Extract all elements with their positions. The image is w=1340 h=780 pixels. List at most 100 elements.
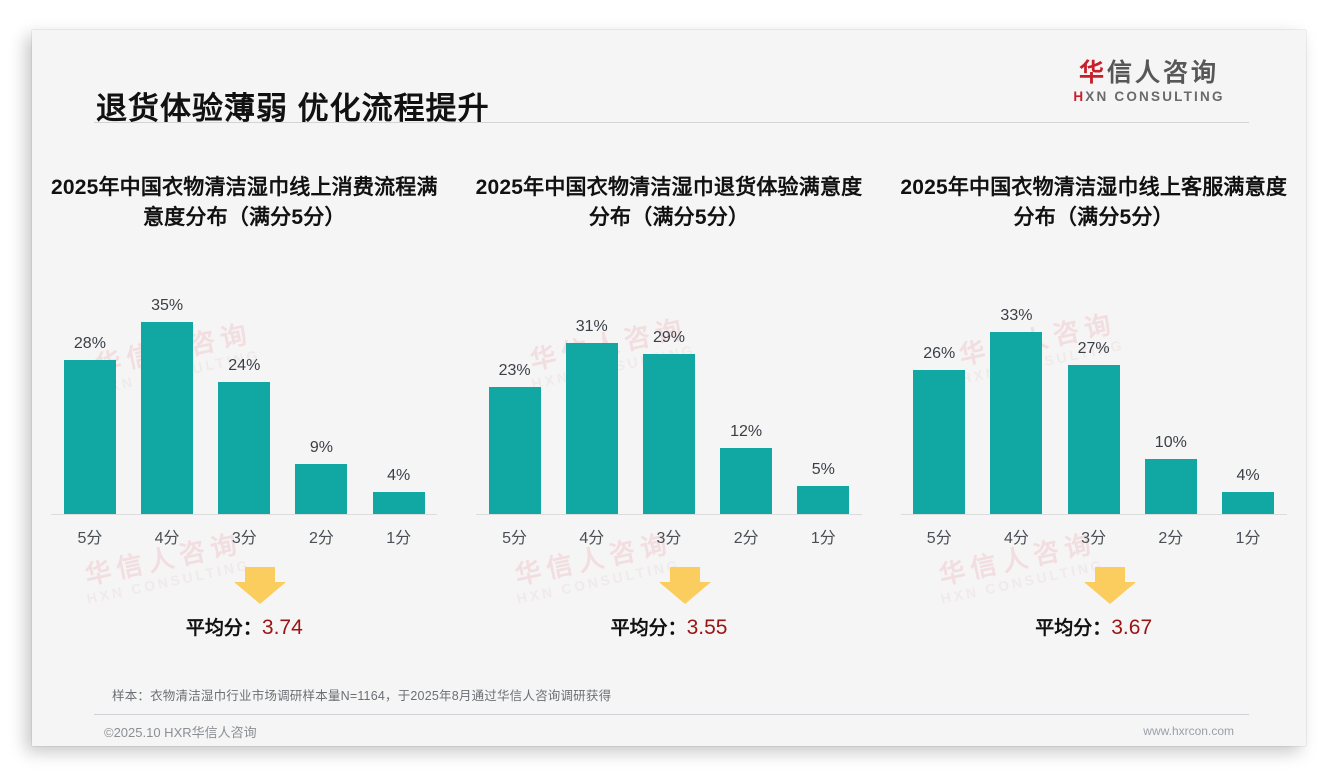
average-label: 平均分： xyxy=(185,618,262,639)
average-score-2: 平均分：3.55 xyxy=(457,613,882,640)
bar[interactable] xyxy=(642,354,695,514)
x-axis-labels: 5分 4分 3分 2分 1分 xyxy=(51,524,437,548)
average-score-3: 平均分：3.67 xyxy=(881,613,1306,640)
axis-tick-label: 5分 xyxy=(502,530,528,547)
plot-area: 28% 35% 24% 9% xyxy=(51,285,438,515)
page-title: 退货体验薄弱 优化流程提升 xyxy=(96,91,490,126)
bar[interactable] xyxy=(1144,459,1197,514)
logo-chinese-text: 华信人咨询 xyxy=(1054,60,1244,87)
logo-chars-rest: 信人咨询 xyxy=(1107,59,1220,87)
average-block-1: 平均分：3.74 xyxy=(32,565,457,655)
bar-group: 28% xyxy=(53,285,126,514)
bar-value-label: 4% xyxy=(1236,467,1260,484)
bar-group: 4% xyxy=(1211,285,1284,514)
axis-tick-label: 2分 xyxy=(733,530,759,547)
bar-group: 12% xyxy=(709,285,782,514)
bar-value-label: 23% xyxy=(498,362,531,379)
bar-value-label: 9% xyxy=(309,439,334,456)
bar-group: 4% xyxy=(362,285,435,514)
axis-tick-label: 2分 xyxy=(1158,530,1184,547)
company-logo: 华信人咨询 HXN CONSULTING xyxy=(1054,60,1244,105)
bar[interactable] xyxy=(372,492,425,514)
bar-value-label: 4% xyxy=(387,467,411,484)
plot-area: 26% 33% 27% 10% xyxy=(900,285,1287,515)
bar[interactable] xyxy=(797,486,850,514)
axis-tick-label: 1分 xyxy=(1235,530,1261,547)
chart-panel-1: 2025年中国衣物清洁湿巾线上消费流程满意度分布（满分5分） 华信人咨询 HXN… xyxy=(32,135,457,655)
bar[interactable] xyxy=(141,322,194,514)
bar-chart-1: 28% 35% 24% 9% xyxy=(51,285,438,565)
source-footnote: 样本：衣物清洁湿巾行业市场调研样本量N=1164，于2025年8月通过华信人咨询… xyxy=(112,689,612,703)
bar-group: 9% xyxy=(285,285,358,514)
copyright-text: ©2025.10 HXR华信人咨询 xyxy=(104,725,257,740)
bar-group: 27% xyxy=(1057,285,1130,514)
bar-group: 29% xyxy=(632,285,705,514)
bar-value-label: 26% xyxy=(923,345,956,362)
axis-tick-label: 3分 xyxy=(656,530,682,547)
bar[interactable] xyxy=(1222,492,1274,514)
bar[interactable] xyxy=(990,332,1043,514)
x-axis-labels: 5分 4分 3分 2分 1分 xyxy=(476,524,862,548)
plot-area: 23% 31% 29% 12% xyxy=(476,285,862,515)
bar-value-label: 24% xyxy=(228,357,261,374)
axis-tick-label: 3分 xyxy=(1081,530,1107,547)
arrow-head xyxy=(234,582,287,604)
bar-group: 31% xyxy=(555,285,628,514)
average-score-1: 平均分：3.74 xyxy=(32,613,457,640)
bar[interactable] xyxy=(218,382,271,514)
average-block-2: 平均分：3.55 xyxy=(457,565,882,655)
bar-group: 33% xyxy=(980,285,1053,514)
bar-value-label: 35% xyxy=(151,297,184,314)
chart-title-2: 2025年中国衣物清洁湿巾退货体验满意度分布（满分5分） xyxy=(475,176,863,230)
bar-value-label: 31% xyxy=(575,318,608,335)
logo-en-h: H xyxy=(1073,89,1086,104)
axis-tick-label: 1分 xyxy=(386,530,412,547)
bar-group: 10% xyxy=(1134,285,1207,514)
bar[interactable] xyxy=(488,387,541,514)
website-url: www.hxrcon.com xyxy=(1143,724,1234,738)
average-label: 平均分： xyxy=(610,618,687,639)
bar-group: 5% xyxy=(787,285,860,514)
axis-tick-label: 2分 xyxy=(309,530,334,547)
bar[interactable] xyxy=(913,370,966,514)
chart-panel-2: 2025年中国衣物清洁湿巾退货体验满意度分布（满分5分） 华信人咨询 HXN C… xyxy=(457,135,882,655)
bar[interactable] xyxy=(565,343,618,514)
arrow-shaft xyxy=(1094,567,1125,583)
logo-english-text: HXN CONSULTING xyxy=(1054,89,1244,104)
arrow-shaft xyxy=(245,567,276,583)
bar[interactable] xyxy=(1067,365,1120,514)
footer-divider xyxy=(94,714,1249,715)
axis-tick-label: 3分 xyxy=(231,530,257,547)
axis-tick-label: 4分 xyxy=(1003,530,1029,547)
bar[interactable] xyxy=(63,360,116,514)
bar-value-label: 28% xyxy=(73,335,106,352)
bar-value-label: 33% xyxy=(1000,307,1033,324)
charts-row: 2025年中国衣物清洁湿巾线上消费流程满意度分布（满分5分） 华信人咨询 HXN… xyxy=(32,135,1306,655)
chart-title-1: 2025年中国衣物清洁湿巾线上消费流程满意度分布（满分5分） xyxy=(50,176,438,230)
average-value: 3.74 xyxy=(261,616,303,639)
axis-tick-label: 5分 xyxy=(926,530,952,547)
average-value: 3.67 xyxy=(1111,616,1153,639)
chart-title-3: 2025年中国衣物清洁湿巾线上客服满意度分布（满分5分） xyxy=(900,176,1288,230)
arrow-head xyxy=(1083,582,1136,604)
bar-value-label: 27% xyxy=(1077,340,1110,357)
bar[interactable] xyxy=(720,448,773,514)
header-divider xyxy=(94,122,1249,123)
axis-tick-label: 4分 xyxy=(154,530,180,547)
slide-header: 退货体验薄弱 优化流程提升 华信人咨询 HXN CONSULTING xyxy=(32,30,1306,126)
logo-char-hua: 华 xyxy=(1078,59,1107,87)
bar-group: 35% xyxy=(130,285,203,514)
bar-group: 24% xyxy=(208,285,281,514)
axis-tick-label: 5分 xyxy=(77,530,103,547)
bar-group: 23% xyxy=(478,285,551,514)
arrow-shaft xyxy=(670,567,700,583)
bar-value-label: 5% xyxy=(811,461,835,478)
bar-chart-2: 23% 31% 29% 12% xyxy=(476,285,862,565)
average-block-3: 平均分：3.67 xyxy=(881,565,1306,655)
logo-en-rest: XN CONSULTING xyxy=(1085,89,1225,104)
bar-chart-3: 26% 33% 27% 10% xyxy=(900,285,1287,565)
average-label: 平均分： xyxy=(1035,618,1112,639)
bar-value-label: 29% xyxy=(652,329,685,346)
bar[interactable] xyxy=(295,464,348,514)
x-axis-labels: 5分 4分 3分 2分 1分 xyxy=(901,524,1287,548)
